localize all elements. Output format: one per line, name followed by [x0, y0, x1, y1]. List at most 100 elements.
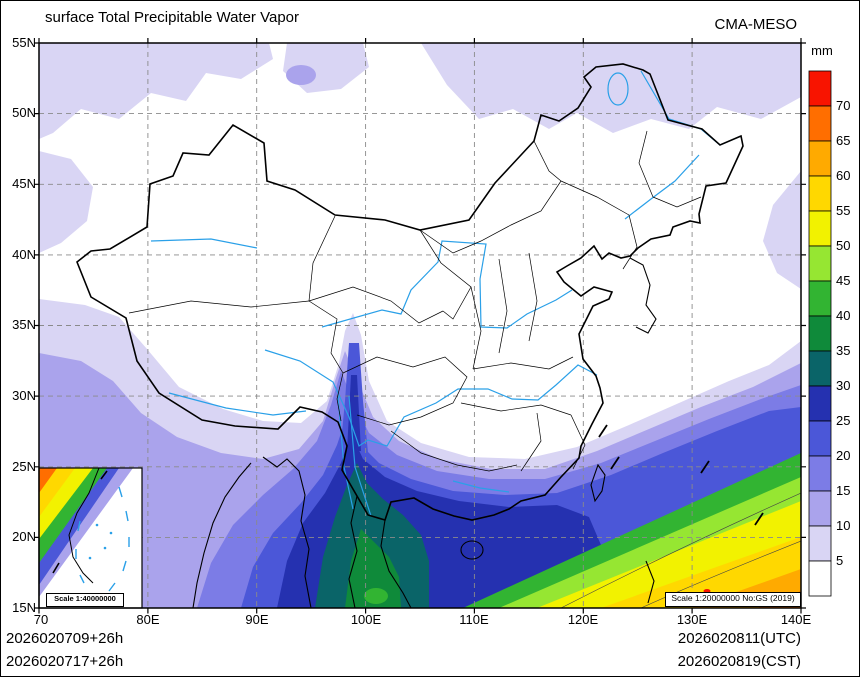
lat-label-45n: 45N	[12, 176, 36, 191]
lon-label-130e: 130E	[676, 612, 708, 627]
tarim-river	[150, 238, 258, 249]
inset-scale-label: Scale 1:40000000	[46, 593, 124, 607]
lat-label-55n: 55N	[12, 35, 36, 50]
pearl-river	[452, 480, 510, 493]
model-name: CMA-MESO	[714, 16, 798, 33]
colorbar-cell	[808, 245, 832, 282]
colorbar-cell	[808, 385, 832, 422]
contour-25-30	[347, 375, 361, 451]
colorbar-cell	[808, 490, 832, 527]
contour-10-15	[286, 65, 316, 85]
colorbar-cell	[808, 70, 832, 107]
myanmar-coast	[262, 456, 312, 608]
legend-tick-30: 30	[836, 378, 851, 393]
colorbar-cell	[808, 420, 832, 457]
lon-label-110e: 110E	[459, 612, 489, 627]
colorbar	[808, 70, 832, 597]
colorbar-cell	[808, 315, 832, 352]
india-east-coast	[192, 462, 252, 608]
plot-title: surface Total Precipitable Water Vapor	[45, 9, 300, 26]
ticks-top	[38, 38, 802, 43]
legend-tick-50: 50	[836, 238, 851, 253]
lat-label-40n: 40N	[12, 247, 36, 262]
valid-time-cst: 2026020819(CST)	[677, 653, 801, 670]
legend-tick-55: 55	[836, 203, 851, 218]
lon-label-120e: 120E	[567, 612, 599, 627]
contour-30-35	[315, 463, 429, 608]
lat-label-30n: 30N	[12, 388, 36, 403]
colorbar-cell	[808, 140, 832, 177]
init-time-line1: 2026020709+26h	[6, 630, 124, 647]
national-boundary	[76, 63, 764, 608]
legend-tick-65: 65	[836, 133, 851, 148]
lon-label-80e: 80E	[136, 612, 160, 627]
contour-5-10	[763, 171, 801, 289]
inset-islands	[88, 523, 113, 560]
colorbar-cell	[808, 350, 832, 387]
graticule-parallels	[39, 113, 801, 538]
legend-tick-70: 70	[836, 98, 851, 113]
valid-time-utc: 2026020811(UTC)	[677, 630, 801, 647]
legend-tick-45: 45	[836, 273, 851, 288]
colorbar-cell	[808, 175, 832, 212]
legend-tick-60: 60	[836, 168, 851, 183]
colorbar-cell	[808, 280, 832, 317]
thailand-coast	[348, 495, 358, 608]
vietnam-coast	[380, 519, 412, 608]
colorbar-cell	[808, 210, 832, 247]
legend-tick-40: 40	[836, 308, 851, 323]
legend-tick-35: 35	[836, 343, 851, 358]
contour-40-45	[364, 588, 388, 604]
china-boundary	[76, 63, 744, 521]
contour-5-10	[39, 43, 273, 139]
inset-map	[39, 468, 142, 608]
tsangpo-river	[168, 392, 307, 416]
colorbar-cell	[808, 105, 832, 142]
boundary-dashes	[598, 424, 764, 526]
songhua-river	[624, 154, 700, 220]
province-boundaries	[128, 130, 702, 472]
inset-vietnam-coast	[68, 468, 100, 584]
lat-label-20n: 20N	[12, 529, 36, 544]
lat-label-25n: 25N	[12, 459, 36, 474]
contour-35-40	[345, 529, 401, 608]
legend-tick-20: 20	[836, 448, 851, 463]
contour-lines	[560, 492, 801, 608]
mekong-river	[348, 395, 372, 517]
colorbar-cell	[808, 455, 832, 492]
rivers	[150, 70, 742, 517]
inset-band-65-70	[39, 468, 57, 493]
lon-label-100e: 100E	[350, 612, 382, 627]
lat-label-50n: 50N	[12, 105, 36, 120]
legend-tick-5: 5	[836, 553, 844, 568]
legend-tick-10: 10	[836, 518, 851, 533]
ticks-right	[801, 42, 806, 609]
lat-label-15n: 15N	[12, 600, 36, 615]
lat-label-35n: 35N	[12, 317, 36, 332]
ticks-bottom	[38, 608, 802, 614]
yellow-river	[321, 240, 573, 329]
contour-5-10	[39, 151, 93, 253]
colorbar-cell	[808, 525, 832, 562]
yangtze-river	[264, 349, 598, 447]
colorbar-cell	[808, 560, 832, 597]
lake-outline	[607, 72, 629, 106]
colorbar-unit: mm	[811, 43, 833, 58]
legend-tick-15: 15	[836, 483, 851, 498]
init-time-line2: 2026020717+26h	[6, 653, 124, 670]
korea-coast	[629, 257, 657, 334]
lon-label-140e: 140E	[780, 612, 812, 627]
main-scale-label: Scale 1:20000000 No:GS (2019) 1786	[665, 592, 801, 607]
salween-river	[337, 395, 354, 510]
hainan-island	[460, 540, 484, 560]
lon-label-70: 70	[33, 612, 49, 627]
luzon-coast	[645, 560, 655, 604]
inset-boundary-dashes	[52, 470, 108, 574]
axis-ticks	[34, 38, 806, 614]
legend-tick-25: 25	[836, 413, 851, 428]
ticks-left	[34, 42, 39, 609]
graticule	[39, 43, 801, 608]
lon-label-90e: 90E	[245, 612, 269, 627]
